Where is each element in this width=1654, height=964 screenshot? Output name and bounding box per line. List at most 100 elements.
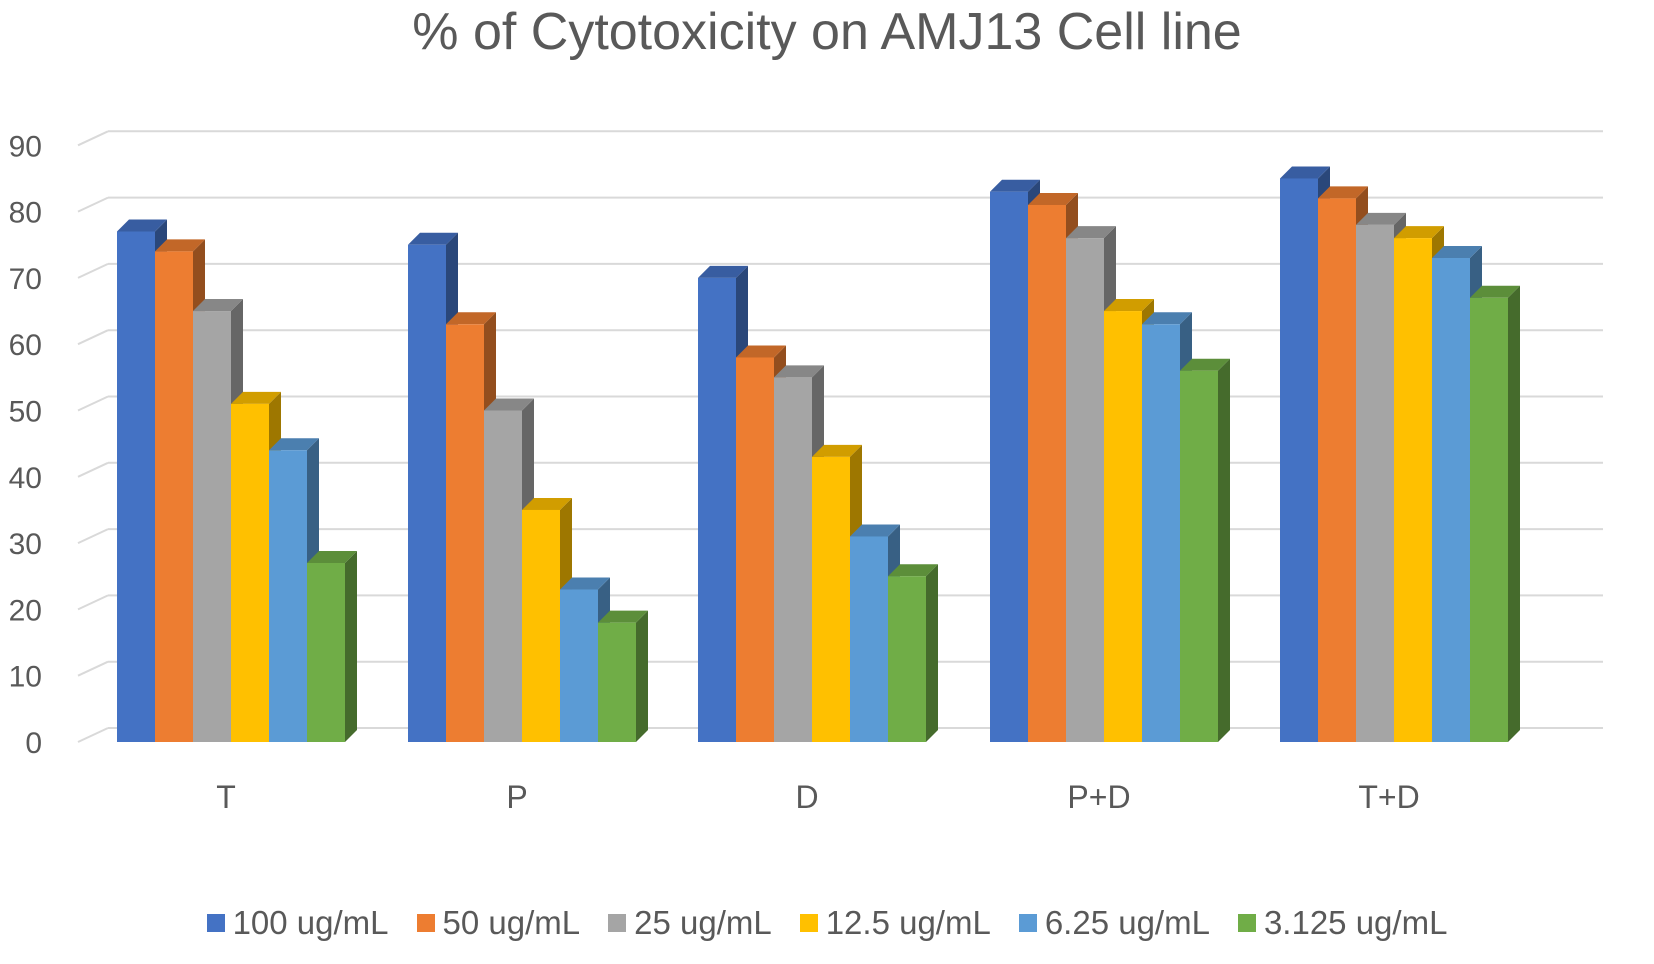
gridline-depth bbox=[77, 262, 109, 279]
gridline-depth bbox=[77, 329, 109, 346]
legend-swatch bbox=[1237, 914, 1256, 932]
y-tick-label: 20 bbox=[9, 594, 42, 627]
bar-front bbox=[269, 450, 307, 742]
y-tick-label: 70 bbox=[9, 263, 42, 296]
bar-top bbox=[1356, 212, 1406, 225]
bar-top bbox=[888, 564, 938, 577]
bar-top bbox=[193, 299, 243, 312]
bar-front bbox=[1028, 204, 1066, 743]
bar-top bbox=[1180, 358, 1230, 371]
bar-front bbox=[117, 231, 155, 743]
bar-front bbox=[1104, 311, 1142, 742]
bar-front bbox=[812, 456, 850, 742]
legend-label: 25 ug/mL bbox=[634, 904, 772, 941]
bar-top bbox=[269, 438, 319, 451]
y-tick-label: 10 bbox=[9, 661, 42, 694]
y-axis-ticks: 0 10 20 30 40 50 60 70 80 90 bbox=[9, 130, 42, 760]
legend-item: 50 ug/mL bbox=[416, 904, 581, 942]
bar-top bbox=[1028, 192, 1078, 205]
legend-label: 6.25 ug/mL bbox=[1044, 904, 1210, 941]
legend: 100 ug/mL 50 ug/mL 25 ug/mL 12.5 ug/mL 6.25 … bbox=[0, 904, 1654, 942]
gridline-depth bbox=[77, 130, 109, 147]
bar-top bbox=[560, 577, 610, 590]
bar-front bbox=[231, 403, 269, 742]
y-tick-label: 90 bbox=[9, 130, 42, 163]
bar-front bbox=[698, 277, 736, 742]
bar-side bbox=[1508, 285, 1520, 742]
y-tick-label: 80 bbox=[9, 197, 42, 230]
legend-swatch bbox=[206, 914, 225, 932]
bar-top bbox=[1104, 299, 1154, 312]
bar-front bbox=[1432, 258, 1470, 742]
bar-top bbox=[446, 312, 496, 325]
bar-top bbox=[774, 365, 824, 378]
bar-front bbox=[522, 509, 560, 742]
bar-top bbox=[1470, 285, 1520, 298]
bar-top bbox=[231, 391, 281, 404]
gridline-depth bbox=[77, 727, 109, 743]
bar-side bbox=[926, 564, 938, 742]
bar-top bbox=[1142, 312, 1192, 325]
legend-swatch bbox=[416, 914, 435, 932]
bar-top bbox=[598, 610, 648, 623]
bar-front bbox=[850, 536, 888, 742]
bar-side bbox=[1218, 358, 1230, 742]
y-tick-label: 40 bbox=[9, 462, 42, 495]
chart-title: % of Cytotoxicity on AMJ13 Cell line bbox=[412, 3, 1242, 61]
gridline-depth bbox=[77, 660, 109, 677]
bar-front bbox=[1318, 198, 1356, 743]
bar-top bbox=[522, 497, 572, 510]
bar-front bbox=[560, 589, 598, 742]
y-tick-label: 30 bbox=[9, 528, 42, 561]
bar-front bbox=[1180, 370, 1218, 742]
x-axis-ticks: T P D P+D T+D bbox=[216, 779, 1419, 815]
y-tick-label: 60 bbox=[9, 329, 42, 362]
bar bbox=[307, 550, 357, 742]
y-tick-label: 50 bbox=[9, 396, 42, 429]
bar-top bbox=[812, 444, 862, 457]
legend-item: 25 ug/mL bbox=[608, 904, 772, 942]
bar-front bbox=[598, 622, 636, 742]
bar-top bbox=[990, 179, 1040, 192]
bar-top bbox=[117, 219, 167, 232]
y-tick-label: 0 bbox=[25, 727, 42, 760]
legend-item: 100 ug/mL bbox=[206, 904, 389, 942]
bar-top bbox=[307, 550, 357, 563]
legend-item: 12.5 ug/mL bbox=[799, 904, 991, 942]
bar-front bbox=[155, 251, 193, 742]
bar-top bbox=[1432, 246, 1482, 259]
x-tick-label: T bbox=[216, 779, 236, 815]
legend-swatch bbox=[608, 914, 627, 932]
x-tick-label: P bbox=[506, 779, 527, 815]
bar-front bbox=[193, 311, 231, 742]
bar-top bbox=[850, 524, 900, 537]
x-tick-label: P+D bbox=[1067, 779, 1130, 815]
legend-label: 3.125 ug/mL bbox=[1263, 904, 1448, 941]
bar-front bbox=[990, 191, 1028, 742]
bar-front bbox=[408, 244, 446, 742]
bar-top bbox=[736, 345, 786, 358]
legend-label: 12.5 ug/mL bbox=[825, 904, 991, 941]
gridline-depth bbox=[77, 395, 109, 412]
legend-label: 100 ug/mL bbox=[232, 904, 389, 941]
bar-front bbox=[774, 377, 812, 742]
bar bbox=[560, 577, 610, 742]
bar-top bbox=[1394, 226, 1444, 239]
bar-front bbox=[484, 410, 522, 742]
legend-label: 50 ug/mL bbox=[442, 904, 581, 941]
legend-swatch bbox=[1018, 914, 1037, 932]
legend-swatch bbox=[799, 914, 818, 932]
bar-front bbox=[1142, 324, 1180, 742]
bar-top bbox=[155, 239, 205, 252]
bar-top bbox=[1318, 186, 1368, 199]
legend-item: 6.25 ug/mL bbox=[1018, 904, 1210, 942]
bar-front bbox=[1356, 224, 1394, 743]
gridline-depth bbox=[77, 528, 109, 545]
bar-front bbox=[446, 324, 484, 742]
gridline-depth bbox=[77, 196, 109, 213]
bar-top bbox=[484, 398, 534, 411]
bar-front bbox=[1066, 238, 1104, 742]
bar-front bbox=[307, 562, 345, 742]
bar-side bbox=[636, 610, 648, 742]
bar bbox=[598, 610, 648, 742]
